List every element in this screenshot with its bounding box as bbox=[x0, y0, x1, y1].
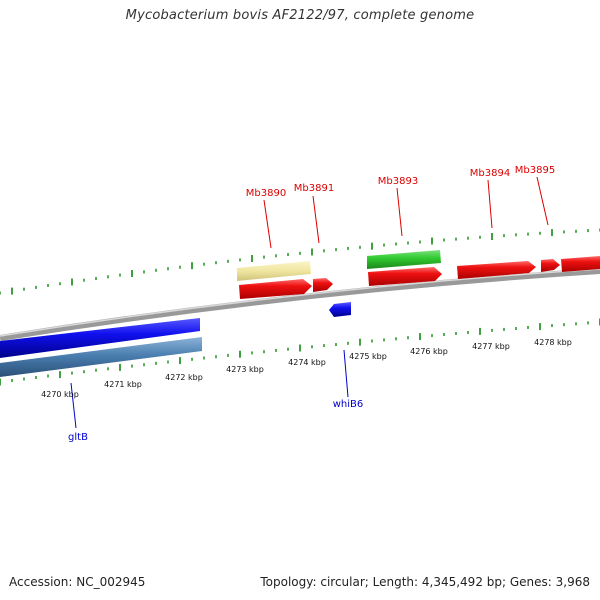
gene-next-feature[interactable] bbox=[561, 256, 600, 272]
gene-mb3890-feature[interactable] bbox=[239, 279, 312, 299]
forward-tick-row bbox=[0, 228, 600, 295]
tick-label: 4276 kbp bbox=[410, 347, 448, 356]
tick-label: 4277 kbp bbox=[472, 342, 510, 351]
reverse-tick-row bbox=[0, 318, 600, 386]
gene-label-mb3895[interactable]: Mb3895 bbox=[515, 165, 555, 176]
gene-mb3891-feature[interactable] bbox=[313, 278, 333, 292]
gene-label-mb3894[interactable]: Mb3894 bbox=[470, 168, 510, 179]
tick-label: 4274 kbp bbox=[288, 358, 326, 367]
green-feature[interactable] bbox=[367, 250, 441, 269]
gene-label-mb3890[interactable]: Mb3890 bbox=[246, 188, 286, 199]
leader-mb3895 bbox=[536, 176, 549, 226]
gene-mb3895-feature[interactable] bbox=[541, 259, 560, 272]
gene-gltb-feature[interactable] bbox=[0, 318, 200, 358]
topology-text: Topology: circular; Length: 4,345,492 bp… bbox=[260, 575, 590, 589]
leader-gltb bbox=[70, 382, 77, 429]
tick-label: 4270 kbp bbox=[41, 390, 79, 399]
tan-feature[interactable] bbox=[237, 261, 311, 281]
genome-backbone bbox=[0, 268, 600, 341]
gene-label-mb3893[interactable]: Mb3893 bbox=[378, 176, 418, 187]
steelblue-feature[interactable] bbox=[0, 337, 202, 377]
gene-mb3894-feature[interactable] bbox=[457, 261, 536, 279]
accession-text: Accession: NC_002945 bbox=[9, 575, 146, 589]
leader-mb3894 bbox=[487, 179, 493, 229]
map-title: Mycobacterium bovis AF2122/97, complete … bbox=[125, 8, 475, 23]
leader-mb3893 bbox=[396, 187, 403, 237]
gene-whib6-feature[interactable] bbox=[329, 302, 351, 317]
leader-mb3890 bbox=[263, 199, 272, 249]
tick-label: 4275 kbp bbox=[349, 352, 387, 361]
gene-label-gltb[interactable]: gltB bbox=[68, 432, 88, 443]
tick-label: 4271 kbp bbox=[104, 380, 142, 389]
leader-whib6 bbox=[343, 349, 349, 398]
gene-label-mb3891[interactable]: Mb3891 bbox=[294, 183, 334, 194]
tick-label: 4272 kbp bbox=[165, 373, 203, 382]
leader-mb3891 bbox=[312, 195, 320, 244]
tick-label: 4273 kbp bbox=[226, 365, 264, 374]
tick-label: 4278 kbp bbox=[534, 338, 572, 347]
genome-backbone-highlight bbox=[0, 268, 600, 337]
gene-mb3893-feature[interactable] bbox=[368, 267, 442, 286]
gene-label-whib6[interactable]: whiB6 bbox=[333, 399, 364, 410]
